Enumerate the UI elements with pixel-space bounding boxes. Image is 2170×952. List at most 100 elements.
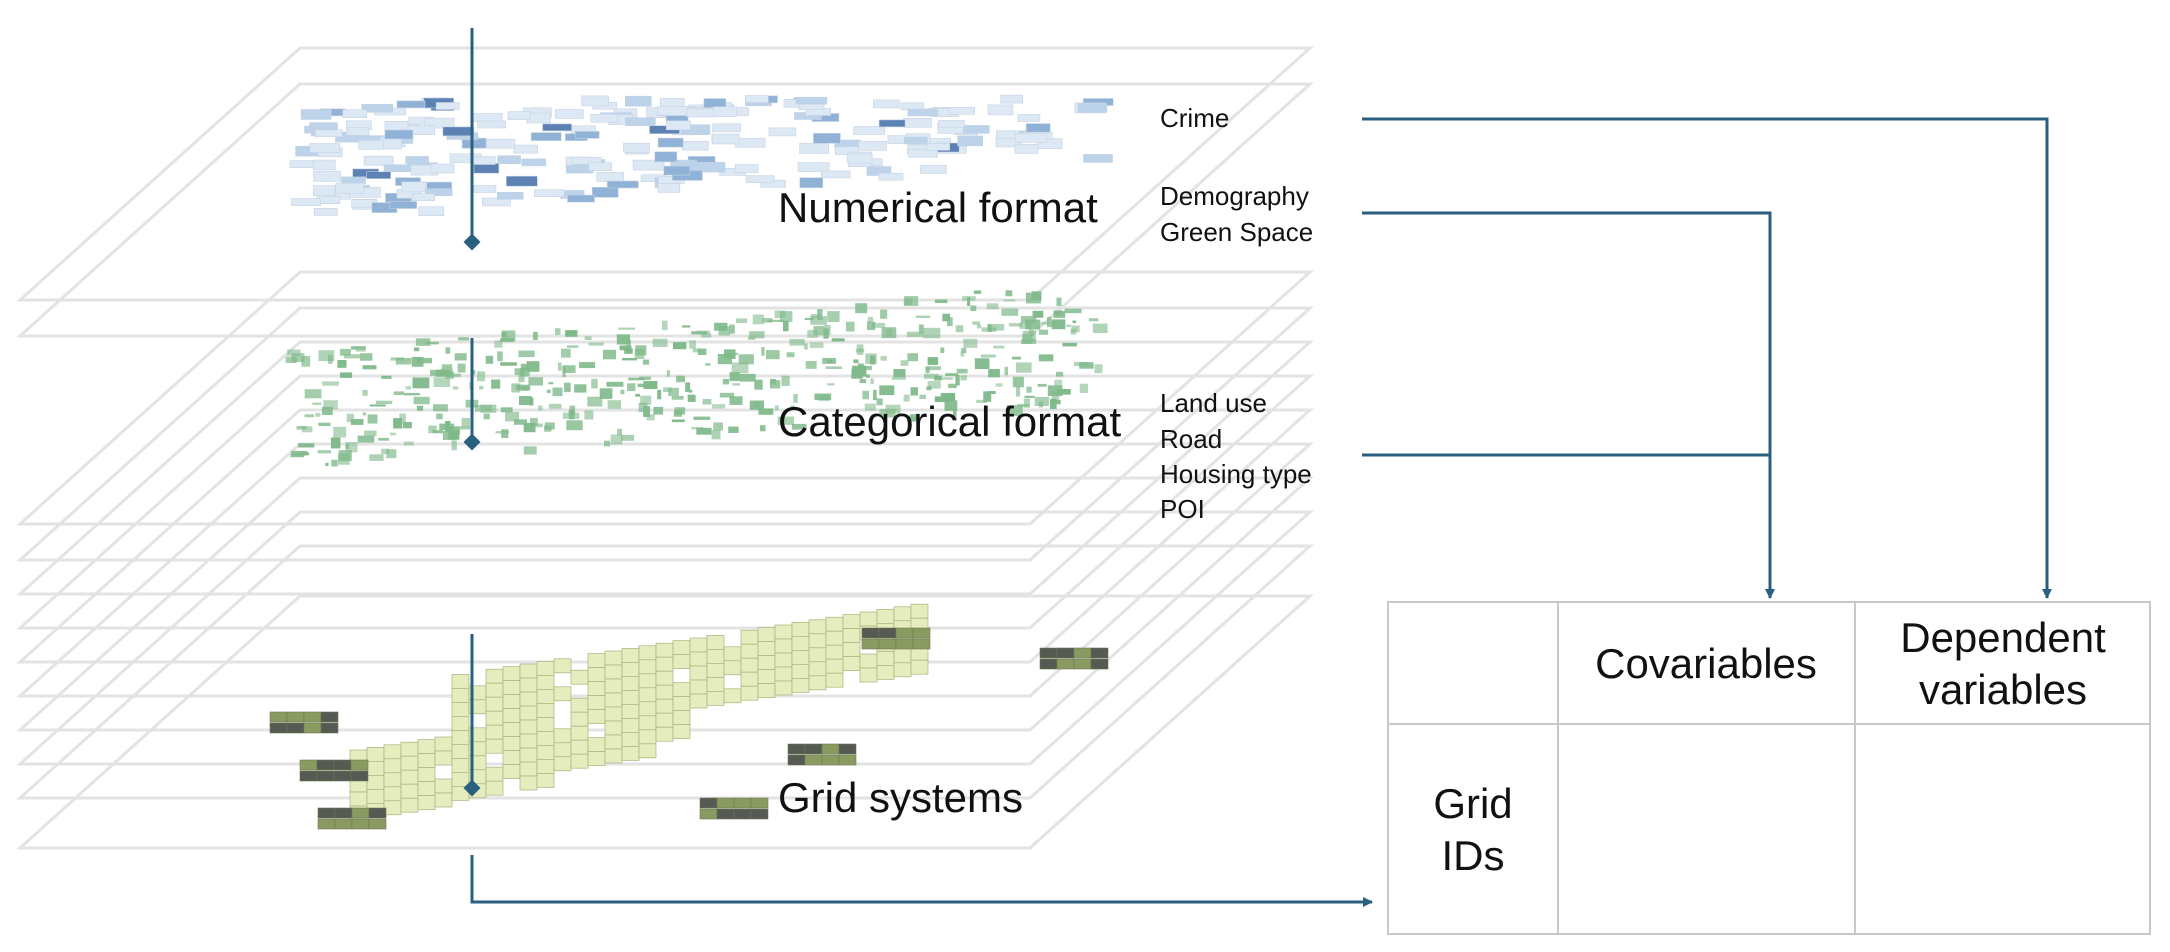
landuse-patch	[491, 379, 501, 389]
landuse-patch	[1032, 310, 1044, 318]
landuse-patch	[824, 324, 831, 335]
layer-outline	[16, 82, 1314, 338]
landuse-patch	[538, 405, 543, 411]
landuse-patch	[472, 370, 476, 375]
heatmap-cell	[813, 133, 841, 144]
grid-cell	[536, 675, 555, 690]
landuse-patch	[436, 413, 443, 420]
heatmap-cell	[1077, 103, 1108, 113]
landuse-patch	[458, 337, 469, 341]
landuse-patch	[855, 303, 868, 314]
landuse-patch	[736, 318, 748, 323]
landuse-patch	[923, 327, 941, 339]
heatmap-cell	[948, 107, 976, 115]
landuse-patch	[903, 394, 910, 402]
grid-cell	[621, 746, 640, 761]
landuse-patch	[810, 316, 827, 325]
landuse-patch	[402, 422, 412, 429]
grid-cell	[400, 769, 419, 785]
grid-cell	[689, 637, 708, 653]
landuse-patch	[939, 377, 953, 380]
landuse-patch	[587, 396, 603, 407]
landuse-patch	[955, 374, 960, 386]
landuse-patch	[454, 353, 467, 361]
landuse-patch	[413, 396, 430, 405]
heatmap-cell	[507, 111, 531, 120]
output-table: Covariables Dependent variables Grid IDs	[1387, 601, 2151, 935]
landuse-patch	[1038, 354, 1054, 362]
heatmap-cell	[314, 129, 343, 138]
grid-systems-title: Grid systems	[778, 774, 1023, 821]
landuse-patch	[653, 406, 664, 415]
landuse-patch	[304, 389, 322, 399]
landuse-patch	[430, 369, 447, 376]
grid-cell	[417, 739, 436, 754]
landuse-patch	[328, 354, 333, 364]
landuse-patch	[810, 314, 821, 318]
landuse-patch	[386, 449, 397, 459]
grid-cell-dense	[286, 711, 305, 723]
pin-marker-numerical	[463, 233, 481, 251]
grid-cell-dense	[878, 638, 897, 650]
grid-cell	[604, 678, 623, 694]
landuse-patch	[445, 371, 455, 379]
landuse-patch	[637, 383, 648, 388]
variable-poi: POI	[1160, 494, 1205, 524]
landuse-patch	[395, 357, 412, 365]
heatmap-cell	[665, 120, 691, 131]
layer-outline	[16, 510, 1314, 766]
landuse-patch	[457, 363, 466, 373]
heatmap-cell	[686, 108, 717, 118]
landuse-patch	[805, 361, 817, 369]
layer-stack	[16, 46, 1314, 850]
landuse-patch	[807, 329, 818, 338]
landuse-patch	[621, 434, 634, 441]
landuse-patch	[870, 378, 874, 384]
grid-cell	[383, 786, 402, 802]
landuse-patch	[555, 328, 561, 335]
landuse-patch	[674, 407, 686, 415]
landuse-patch	[739, 373, 756, 382]
landuse-patch	[973, 290, 982, 294]
heatmap-cell	[711, 133, 740, 145]
landuse-patch	[1066, 324, 1072, 327]
grid-cell	[689, 651, 708, 667]
landuse-patch	[343, 354, 361, 359]
landuse-patch	[786, 352, 795, 358]
grid-cell	[757, 627, 776, 642]
grid-cell	[434, 750, 453, 766]
grid-cell-dense	[351, 807, 370, 819]
grid-cell-dense	[750, 797, 769, 809]
grid-cell	[672, 696, 691, 711]
landuse-patch	[1012, 376, 1024, 388]
grid-cell	[689, 679, 708, 695]
grid-cell	[638, 701, 657, 717]
layer-outline	[16, 476, 1314, 732]
heatmap-cell	[957, 135, 984, 147]
grid-cell	[910, 603, 929, 619]
grid-cell	[638, 687, 657, 703]
landuse-patch	[628, 377, 645, 381]
landuse-patch	[610, 434, 623, 445]
heatmap-cell	[335, 182, 365, 194]
landuse-patch	[1012, 356, 1021, 360]
layer-outline	[16, 442, 1314, 698]
landuse-patch	[1074, 362, 1088, 367]
grid-cell	[536, 773, 555, 788]
landuse-patch	[591, 378, 598, 389]
landuse-patch	[579, 362, 596, 369]
crime-to-dependent-arrow	[1362, 117, 2052, 599]
heatmap-cell	[1017, 114, 1041, 122]
grid-cell-dense	[269, 711, 288, 723]
grid-cell	[808, 633, 827, 649]
landuse-patch	[940, 393, 956, 402]
landuse-patch	[526, 361, 540, 372]
heatmap-cell	[624, 95, 652, 107]
grid-cell-dense	[1090, 647, 1109, 659]
landuse-patch	[477, 371, 486, 382]
landuse-patch	[774, 405, 779, 411]
landuse-patch	[881, 327, 897, 339]
heatmap-cell	[361, 104, 394, 113]
landuse-patch	[451, 440, 457, 451]
heatmap-cell	[300, 109, 332, 120]
